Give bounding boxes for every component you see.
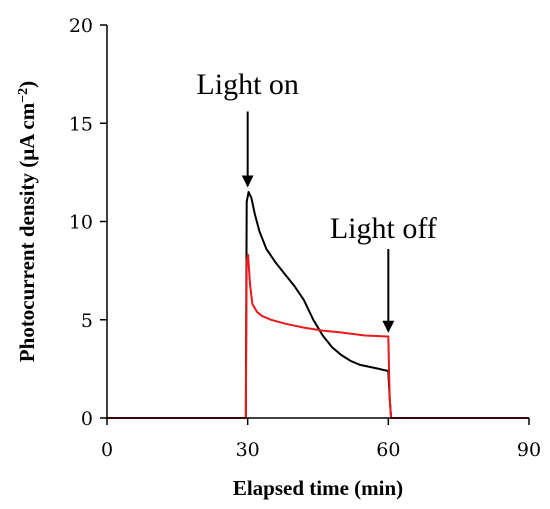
y-axis-title-close: ) bbox=[15, 81, 39, 88]
y-tick-label: 0 bbox=[81, 408, 93, 430]
y-tick-label: 10 bbox=[69, 212, 93, 234]
y-ticks: 0 5 10 15 20 bbox=[69, 15, 107, 430]
annotation-light-on: Light on bbox=[196, 68, 299, 101]
plot-area bbox=[107, 191, 529, 419]
x-ticks: 0 30 60 90 bbox=[101, 418, 541, 461]
x-axis-title: Elapsed time (min) bbox=[233, 476, 403, 500]
annotation-light-off: Light off bbox=[330, 212, 437, 245]
series-line-black bbox=[107, 191, 529, 419]
x-tick-label: 60 bbox=[376, 439, 400, 461]
y-axis-title-superscript: −2 bbox=[16, 88, 31, 103]
y-axis-title-main: Photocurrent density (μA cm bbox=[15, 102, 39, 362]
x-tick-label: 90 bbox=[517, 439, 541, 461]
series-line-red bbox=[107, 253, 529, 419]
annotations: Light on Light off bbox=[196, 68, 437, 333]
axes bbox=[106, 25, 529, 419]
y-tick-label: 20 bbox=[69, 15, 93, 37]
y-axis-title: Photocurrent density (μA cm−2) bbox=[15, 81, 39, 362]
y-tick-label: 5 bbox=[81, 310, 93, 332]
x-tick-label: 0 bbox=[101, 439, 113, 461]
x-tick-label: 30 bbox=[236, 439, 260, 461]
y-tick-label: 15 bbox=[69, 113, 93, 135]
